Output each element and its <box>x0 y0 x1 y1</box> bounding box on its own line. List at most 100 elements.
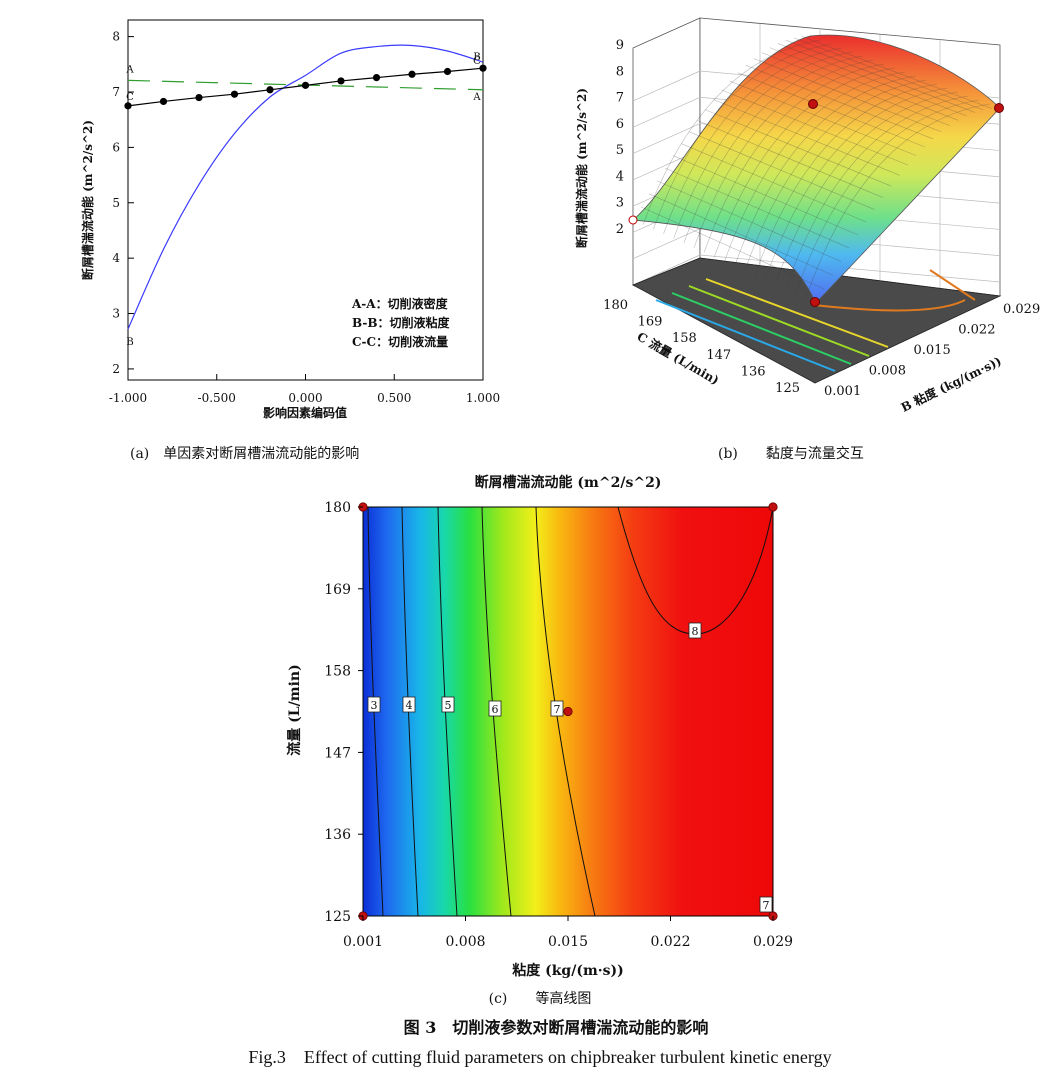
y-tick-label: 125 <box>324 909 351 925</box>
panel-c-contour-lines <box>367 506 774 917</box>
y-tick-label: 180 <box>324 500 351 516</box>
contour-label: 6 <box>492 703 499 716</box>
floor-contour-line <box>813 299 966 312</box>
z-tick-label: 8 <box>616 64 624 79</box>
wall-gridline <box>632 254 701 286</box>
series-c-end-label: C <box>126 92 134 103</box>
z-tick-label: 3 <box>616 196 624 211</box>
y-tick-label: 147 <box>324 745 351 761</box>
panel-b-surface-mesh <box>640 36 992 299</box>
design-point <box>810 297 820 307</box>
surface-mesh-line <box>705 109 892 187</box>
y-tick-label: 5 <box>112 196 120 210</box>
surface-mesh-line <box>665 167 850 249</box>
surface-mesh-line <box>729 80 917 156</box>
surface-mesh-line <box>653 43 832 230</box>
panel-b-caption: (b) 黏度与流量交互 <box>718 445 864 462</box>
panel-c-contour-plot: 断屑槽湍流动能 (m^2/s^2) 3 4 5 6 7 8 7 125 136 147 158 16… <box>286 474 793 1007</box>
series-c-point <box>479 64 487 72</box>
figure-caption-cn: 图 3 切削液参数对断屑槽湍流动能的影响 <box>404 1018 709 1037</box>
x-tick-label: 0.008 <box>869 364 906 379</box>
contour-label: 7 <box>554 703 561 716</box>
panel-a-y-axis-label: 断屑槽湍流动能 (m^2/s^2) <box>80 120 95 280</box>
design-point <box>768 502 778 512</box>
panel-b-x-axis-label: B 粘度 (kg/(m·s)) <box>898 353 1003 415</box>
y-tick-label: 8 <box>112 30 120 44</box>
series-b-end-label: B <box>473 52 480 63</box>
contour-label: 8 <box>692 625 699 638</box>
x-tick-label: 0.500 <box>377 391 411 405</box>
contour-label-box <box>688 622 702 639</box>
panel-c-contour-labels: 3 4 5 6 7 8 7 <box>367 622 773 913</box>
series-c-point <box>159 97 168 106</box>
x-tick-label: 0.001 <box>824 384 861 399</box>
series-c-point <box>408 70 416 78</box>
surface-mesh-line <box>689 131 875 210</box>
surface-mesh-line <box>775 91 958 285</box>
panel-a-legend: A-A：切削液密度 B-B：切削液粘度 C-C：切削液流量 <box>351 296 450 349</box>
wall-gridline <box>632 96 701 128</box>
series-c-point <box>230 90 239 98</box>
surface-mesh-line <box>640 206 825 290</box>
panel-b-z-axis: 2 3 4 5 6 7 8 9 <box>616 38 624 237</box>
series-a-end-label: A <box>125 64 134 75</box>
x-tick-label: 0.000 <box>288 391 322 405</box>
surface-mesh-line <box>753 58 942 133</box>
z-tick-label: 7 <box>616 91 624 106</box>
panel-c-y-axis-label: 流量 (L/min) <box>286 664 303 755</box>
panel-c-x-axis-label: 粘度 (kg/(m·s)) <box>512 962 624 979</box>
contour-line-5 <box>437 506 458 917</box>
series-c-end-label: C <box>473 56 481 67</box>
contour-label-box <box>550 700 564 717</box>
panel-b-x-axis: 0.001 0.008 0.015 0.022 0.029 <box>824 302 1040 399</box>
surface-mesh-line <box>744 79 927 271</box>
surface-mesh-line <box>785 39 976 113</box>
surface-mesh-line <box>734 75 916 267</box>
panel-a-x-axis: -1.000 -0.500 0.000 0.500 1.000 <box>109 374 500 405</box>
series-c-point <box>337 77 345 85</box>
panel-b-response-surface <box>632 34 1001 304</box>
y-tick-label: 6 <box>112 140 120 154</box>
y-tick-label: 158 <box>324 664 351 680</box>
wall-gridline <box>632 228 701 260</box>
panel-c-x-axis: 0.001 0.008 0.015 0.022 0.029 <box>343 916 793 950</box>
y-tick-label: 169 <box>638 315 663 330</box>
x-tick-label: 1.000 <box>466 391 500 405</box>
series-c-point <box>372 74 381 82</box>
surface-mesh-line <box>721 89 909 166</box>
y-tick-label: 125 <box>775 381 800 396</box>
z-tick-label: 6 <box>616 117 624 132</box>
design-point <box>808 99 818 109</box>
panel-b-z-axis-label: 断屑槽湍流动能 (m^2/s^2) <box>574 88 589 248</box>
design-point <box>628 215 638 225</box>
surface-mesh-line <box>793 37 984 111</box>
wall-gridline <box>632 123 701 154</box>
y-tick-label: 7 <box>112 85 120 99</box>
series-c-point <box>124 102 132 110</box>
panel-b-y-axis: 180 169 158 147 136 125 <box>603 298 800 396</box>
x-tick-label: 0.008 <box>445 934 485 950</box>
contour-label-box <box>488 700 502 717</box>
y-tick-label: 136 <box>741 364 766 379</box>
x-tick-label: 0.015 <box>548 934 588 950</box>
surface-mesh-line <box>648 193 833 276</box>
surface-mesh-line <box>713 99 900 176</box>
y-tick-label: 2 <box>112 362 120 376</box>
surface-mesh-line <box>805 103 990 299</box>
panel-a-legend-entry-a: A-A：切削液密度 <box>351 296 449 311</box>
floor-contour-line <box>929 269 976 301</box>
y-tick-label: 4 <box>112 251 120 265</box>
wall-gridline <box>699 254 1001 283</box>
panel-a-y-axis: 2 3 4 5 6 7 8 <box>112 30 134 376</box>
floor-contour-line <box>671 292 852 365</box>
y-tick-label: 169 <box>324 582 351 598</box>
wall-gridline <box>632 70 701 102</box>
series-b-line <box>127 44 484 330</box>
surface-mesh-line <box>693 59 874 248</box>
x-tick-label: 0.015 <box>914 343 951 358</box>
surface-mesh-line <box>642 39 821 225</box>
panel-a-legend-entry-b: B-B：切削液粘度 <box>352 315 450 330</box>
series-c-point <box>195 93 203 102</box>
